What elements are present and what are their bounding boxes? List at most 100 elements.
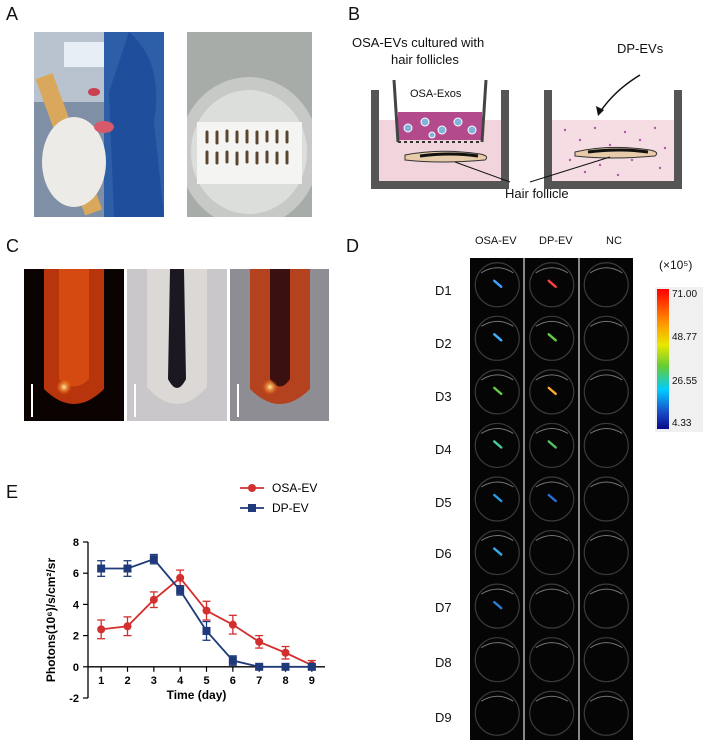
well-highlight (480, 427, 514, 434)
well-r7-c3 (583, 583, 629, 629)
data-point-osa-ev (202, 606, 211, 615)
well-highlight (589, 267, 623, 274)
well-highlight (589, 481, 623, 488)
well-highlight (589, 695, 623, 702)
row-label-d6: D6 (435, 546, 452, 561)
follicle-fluorescence-images (24, 269, 329, 421)
well-highlight (480, 320, 514, 327)
column-label-dp-ev: DP-EV (539, 235, 573, 247)
well-highlight (535, 642, 569, 649)
y-tick-label: 0 (73, 662, 79, 674)
signal-spot (493, 386, 503, 396)
signal-spot (493, 440, 503, 449)
x-tick-label: 3 (151, 675, 157, 687)
culture-schematic (371, 74, 682, 189)
x-tick-label: 7 (256, 675, 262, 687)
row-label-d2: D2 (435, 336, 452, 351)
column-label-nc: NC (606, 235, 622, 247)
osa-caption-line2: hair follicles (391, 52, 459, 67)
photon-timecourse-chart: 8 6 4 2 0 -2 1 2 3 4 5 6 7 8 9 Time (day) Photons(10⁶)/s… (44, 481, 325, 705)
well-r1-c1 (474, 262, 520, 308)
well-highlight (480, 588, 514, 595)
x-tick-label: 9 (309, 675, 315, 687)
signal-spot (547, 386, 557, 396)
well-highlight (589, 535, 623, 541)
well-r6-c1 (474, 529, 520, 576)
row-label-d8: D8 (435, 655, 452, 670)
well-r9-c1 (474, 690, 520, 736)
panel-a-label: A (6, 4, 19, 24)
data-point-osa-ev (176, 573, 185, 582)
well-highlight (589, 374, 623, 381)
well-highlight (535, 481, 569, 488)
well-highlight (535, 588, 569, 595)
well-r5-c3 (583, 476, 629, 522)
well-r2-c2 (529, 315, 575, 361)
data-point-dp-ev (202, 626, 211, 635)
data-point-osa-ev (149, 595, 158, 604)
signal-spot (547, 333, 557, 342)
follicles-dish-photo (187, 32, 312, 217)
well-highlight (480, 535, 514, 541)
data-point-dp-ev (97, 564, 106, 573)
well-r2-c1 (474, 315, 520, 361)
well-highlight (589, 320, 623, 327)
color-scale: 71.00 48.77 26.55 4.33 (655, 287, 703, 432)
signal-spot (493, 279, 503, 288)
y-tick-label: -2 (69, 693, 79, 705)
signal-spot (493, 547, 503, 556)
well-r3-c2 (529, 369, 575, 415)
well-highlight (535, 267, 569, 274)
well-r7-c2 (529, 583, 575, 629)
scale-tick-2: 48.77 (672, 332, 698, 343)
y-axis-title: Photons(10⁶)/s/cm²/sr (44, 558, 58, 683)
scale-unit: (×10⁵) (659, 258, 693, 272)
left-well (371, 79, 509, 189)
data-point-osa-ev (123, 622, 132, 631)
well-r9-c2 (529, 690, 575, 736)
well-highlight (589, 588, 623, 595)
legend-label: DP-EV (272, 501, 309, 515)
y-tick-label: 6 (73, 568, 79, 580)
follicles-dish-drawing (187, 32, 312, 217)
well-r8-c1 (474, 637, 520, 683)
well-r8-c3 (583, 637, 629, 683)
well-highlight (535, 427, 569, 434)
legend-marker (248, 484, 256, 492)
x-tick-label: 5 (203, 675, 209, 687)
data-point-dp-ev (123, 564, 132, 573)
x-axis-title: Time (day) (167, 688, 227, 702)
y-tick-label: 2 (73, 631, 79, 643)
well-highlight (535, 320, 569, 327)
well-highlight (535, 695, 569, 702)
well-highlight (480, 267, 514, 274)
data-point-dp-ev (281, 662, 290, 671)
data-point-osa-ev (255, 637, 264, 646)
right-well (544, 90, 682, 189)
well-r6-c3 (583, 529, 629, 576)
well-highlight (480, 374, 514, 381)
well-r8-c2 (529, 637, 575, 683)
panel-e-label: E (6, 482, 19, 502)
y-tick-label: 4 (73, 599, 80, 611)
merged-image (230, 269, 329, 421)
well-r7-c1 (474, 583, 520, 629)
signal-spot (493, 493, 503, 503)
x-tick-label: 6 (230, 675, 236, 687)
hair-follicle-caption: Hair follicle (505, 186, 569, 201)
row-label-d7: D7 (435, 600, 452, 615)
well-r9-c3 (583, 690, 629, 736)
data-point-osa-ev (97, 625, 106, 634)
data-point-dp-ev (176, 586, 185, 595)
signal-spot (493, 600, 503, 610)
data-point-dp-ev (149, 555, 158, 564)
data-point-dp-ev (307, 662, 316, 671)
legend-marker (248, 504, 256, 512)
well-highlight (589, 642, 623, 649)
row-label-d1: D1 (435, 283, 452, 298)
panel-c-label: C (6, 236, 19, 256)
well-r2-c3 (583, 315, 629, 361)
signal-spot (547, 440, 557, 449)
x-tick-label: 8 (282, 675, 288, 687)
well-r6-c2 (529, 529, 575, 576)
